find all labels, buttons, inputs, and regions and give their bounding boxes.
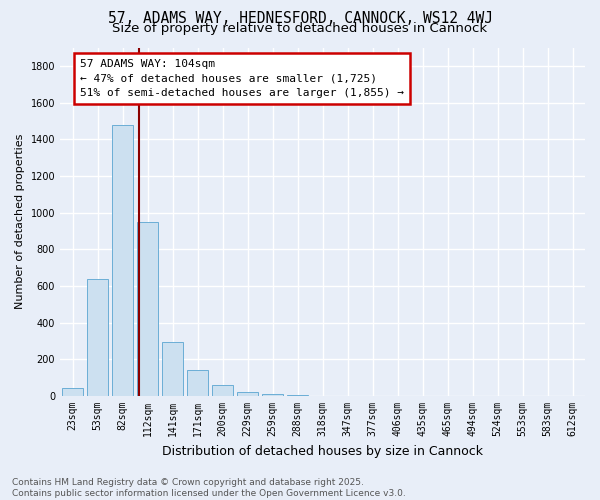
Bar	[137, 222, 158, 396]
Bar	[237, 392, 258, 396]
Bar	[62, 388, 83, 396]
Bar	[162, 342, 183, 396]
Bar	[212, 385, 233, 396]
Text: 57, ADAMS WAY, HEDNESFORD, CANNOCK, WS12 4WJ: 57, ADAMS WAY, HEDNESFORD, CANNOCK, WS12…	[107, 11, 493, 26]
Text: Size of property relative to detached houses in Cannock: Size of property relative to detached ho…	[112, 22, 488, 35]
Y-axis label: Number of detached properties: Number of detached properties	[15, 134, 25, 310]
Bar	[112, 124, 133, 396]
Text: Contains HM Land Registry data © Crown copyright and database right 2025.
Contai: Contains HM Land Registry data © Crown c…	[12, 478, 406, 498]
Bar	[262, 394, 283, 396]
Bar	[287, 395, 308, 396]
Bar	[87, 278, 108, 396]
Text: 57 ADAMS WAY: 104sqm
← 47% of detached houses are smaller (1,725)
51% of semi-de: 57 ADAMS WAY: 104sqm ← 47% of detached h…	[80, 58, 404, 98]
X-axis label: Distribution of detached houses by size in Cannock: Distribution of detached houses by size …	[162, 444, 483, 458]
Bar	[187, 370, 208, 396]
